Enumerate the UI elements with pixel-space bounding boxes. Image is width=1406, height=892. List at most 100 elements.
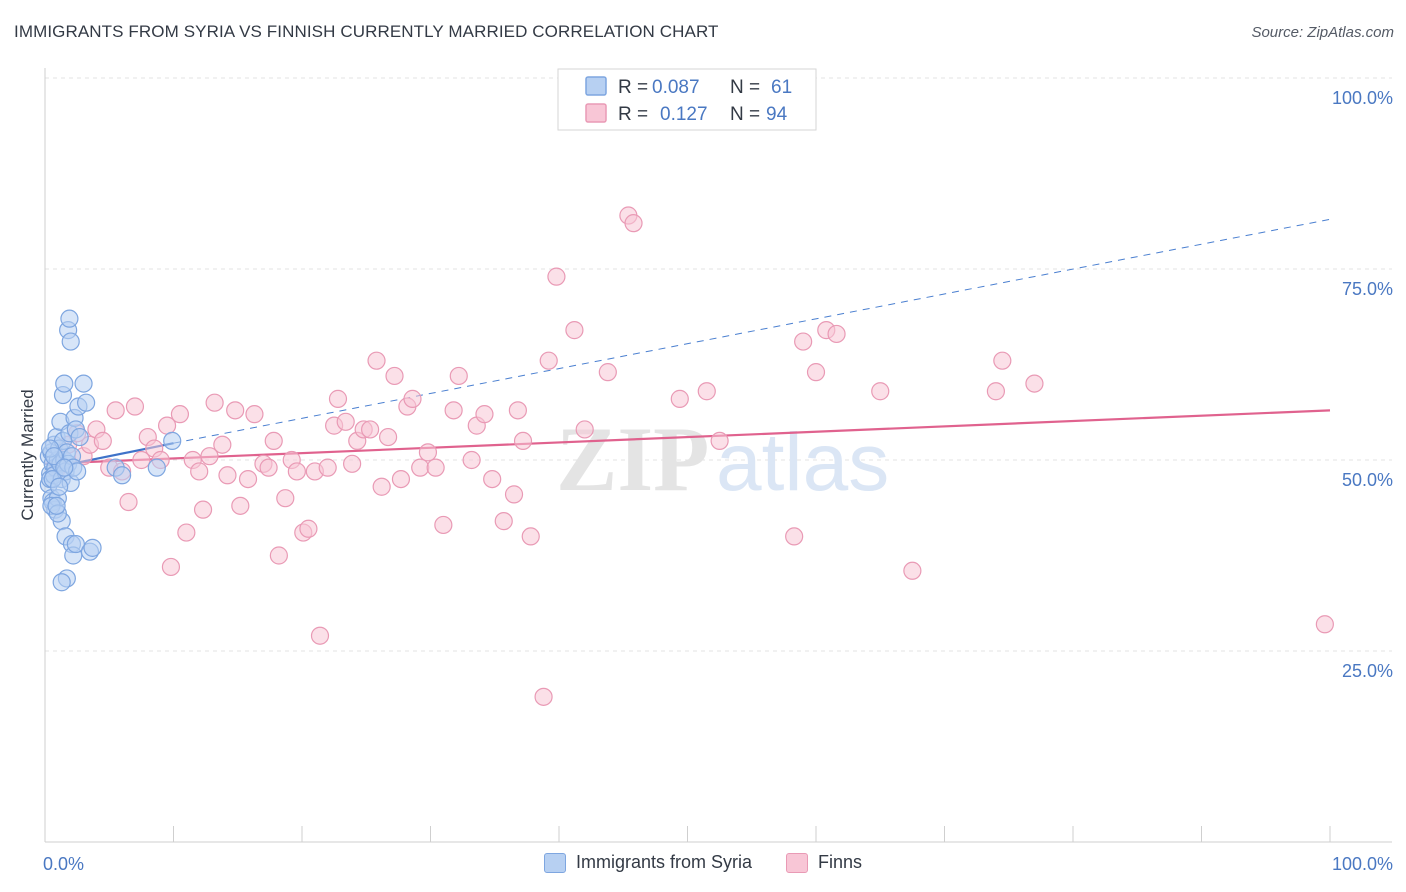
point-syria-28 <box>55 374 74 393</box>
point-finns-24 <box>213 435 232 454</box>
point-finns-91 <box>1315 615 1334 634</box>
x-tick-label-0: 0.0% <box>43 854 84 874</box>
point-finns-26 <box>226 401 245 420</box>
point-finns-45 <box>343 454 362 473</box>
point-finns-25 <box>218 466 237 485</box>
point-finns-66 <box>494 512 513 531</box>
point-finns-28 <box>238 470 258 489</box>
point-syria-33 <box>60 309 79 328</box>
point-finns-59 <box>434 515 453 535</box>
legend-n-label-finns: N = <box>730 104 760 125</box>
legend-n-value-syria: 61 <box>771 77 792 98</box>
point-finns-18 <box>177 523 196 542</box>
point-finns-72 <box>539 351 558 370</box>
legend-n-label-syria: N = <box>730 77 760 98</box>
x-tick-labels: 0.0% 100.0% <box>43 854 1393 874</box>
point-finns-65 <box>483 470 502 489</box>
point-finns-70 <box>521 527 540 546</box>
point-syria-42 <box>74 374 93 393</box>
legend: R = 0.087 N = 61 R = 0.127 N = 94 <box>557 68 817 131</box>
point-finns-44 <box>336 412 355 431</box>
point-finns-32 <box>264 431 283 450</box>
point-finns-52 <box>385 366 404 386</box>
point-finns-20 <box>190 462 209 481</box>
x-tick-label-1: 100.0% <box>1332 854 1393 874</box>
point-finns-86 <box>827 324 846 344</box>
point-finns-6 <box>93 431 112 450</box>
point-finns-38 <box>299 519 318 538</box>
gridlines <box>45 77 1392 652</box>
legend-r-value-syria: 0.087 <box>652 77 700 98</box>
point-finns-31 <box>259 458 278 477</box>
point-finns-29 <box>245 405 264 424</box>
point-finns-33 <box>269 546 288 565</box>
point-finns-79 <box>670 389 689 408</box>
legend-swatch-syria <box>585 76 607 96</box>
point-finns-21 <box>193 500 213 519</box>
point-finns-67 <box>504 485 524 504</box>
point-finns-74 <box>565 321 584 340</box>
point-finns-53 <box>391 470 411 489</box>
point-finns-88 <box>903 561 922 580</box>
point-syria-59 <box>44 447 64 466</box>
y-tick-label-0: 25.0% <box>1342 661 1393 681</box>
point-finns-83 <box>794 332 813 351</box>
point-finns-40 <box>310 626 330 645</box>
point-finns-78 <box>624 214 643 233</box>
point-syria-49 <box>147 458 166 477</box>
point-finns-89 <box>986 382 1006 401</box>
point-finns-58 <box>426 458 445 477</box>
point-syria-50 <box>163 431 182 450</box>
point-finns-75 <box>575 420 594 439</box>
point-finns-11 <box>132 450 151 470</box>
legend-item-finns: Finns <box>786 852 862 873</box>
point-finns-23 <box>205 393 224 412</box>
point-syria-46 <box>83 538 102 557</box>
legend-swatch-syria-bottom <box>543 852 566 873</box>
chart-title: IMMIGRANTS FROM SYRIA VS FINNISH CURRENT… <box>14 22 719 41</box>
y-tick-label-2: 75.0% <box>1342 279 1393 299</box>
point-finns-9 <box>119 492 138 512</box>
point-finns-48 <box>361 420 380 439</box>
point-finns-16 <box>161 557 181 577</box>
point-finns-56 <box>411 458 430 477</box>
point-finns-55 <box>403 389 422 408</box>
point-syria-43 <box>77 393 96 412</box>
legend-item-syria: Immigrants from Syria <box>543 852 752 873</box>
point-finns-90 <box>993 351 1012 370</box>
legend-label-finns: Finns <box>818 852 863 872</box>
legend-swatch-finns <box>585 103 607 123</box>
point-finns-92 <box>1025 374 1044 393</box>
point-finns-61 <box>449 366 468 386</box>
point-finns-50 <box>372 477 391 496</box>
point-syria-48 <box>112 466 132 485</box>
chart-source: Source: ZipAtlas.com <box>1251 24 1394 41</box>
point-syria-57 <box>50 477 69 496</box>
point-finns-81 <box>710 431 729 450</box>
point-finns-68 <box>508 401 527 420</box>
legend-swatch-finns-bottom <box>786 852 808 873</box>
point-finns-17 <box>170 405 190 424</box>
point-finns-8 <box>106 401 125 420</box>
point-finns-87 <box>871 382 890 401</box>
point-finns-69 <box>513 431 533 450</box>
point-finns-84 <box>806 363 826 382</box>
point-syria-41 <box>70 427 89 447</box>
trendline-finns <box>44 409 1331 465</box>
point-syria-60 <box>55 458 74 477</box>
legend-r-label-finns: R = <box>618 104 648 125</box>
trendline-syria-extended <box>173 218 1331 444</box>
point-finns-27 <box>231 496 250 515</box>
point-finns-57 <box>418 443 438 462</box>
point-finns-82 <box>785 527 804 546</box>
point-finns-73 <box>547 267 566 286</box>
point-syria-34 <box>61 332 80 351</box>
point-finns-80 <box>697 382 716 401</box>
y-tick-labels: 25.0% 50.0% 75.0% 100.0% <box>1332 88 1393 681</box>
legend-r-value-finns: 0.127 <box>660 104 708 125</box>
y-tick-label-3: 100.0% <box>1332 88 1393 108</box>
legend-label-syria: Immigrants from Syria <box>575 852 752 872</box>
y-tick-label-1: 50.0% <box>1342 470 1393 490</box>
point-finns-64 <box>475 405 494 424</box>
